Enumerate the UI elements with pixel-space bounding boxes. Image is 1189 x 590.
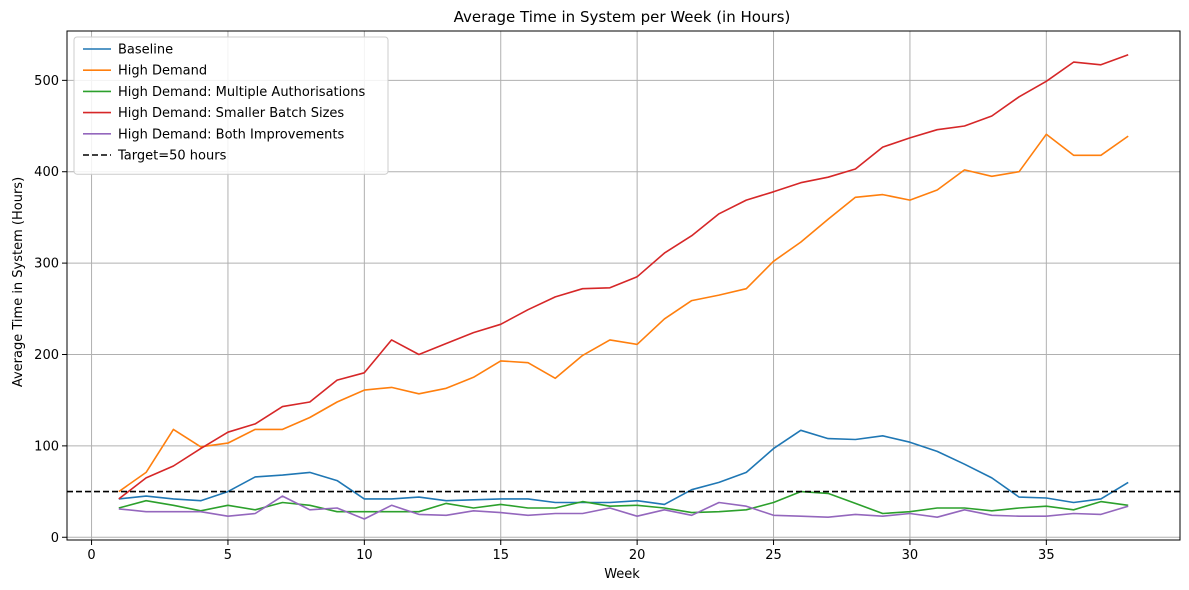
x-tick-label: 25 xyxy=(765,548,782,563)
legend-box xyxy=(73,36,389,175)
y-tick-label: 0 xyxy=(51,531,59,546)
x-tick-label: 5 xyxy=(224,548,232,563)
grid xyxy=(67,31,1180,540)
y-tick-label: 400 xyxy=(34,165,59,180)
legend-label: Baseline xyxy=(118,43,173,58)
y-tick-label: 200 xyxy=(34,348,59,363)
legend-label: Target=50 hours xyxy=(117,149,227,164)
series-line-high-demand xyxy=(118,133,1129,493)
legend-label: High Demand: Both Improvements xyxy=(118,127,344,142)
x-tick-label: 10 xyxy=(356,548,373,563)
legend: Baseline High Demand High Demand: Multiple… xyxy=(73,36,389,175)
series-line-high-demand-both-improvements xyxy=(118,495,1129,520)
y-axis-label: Average Time in System (Hours) xyxy=(11,177,26,387)
legend-label: High Demand xyxy=(118,64,207,79)
x-axis-label: Week xyxy=(604,567,640,582)
y-axis-ticks: 0 100 200 300 400 500 xyxy=(34,74,67,546)
x-tick-label: 35 xyxy=(1038,548,1055,563)
y-tick-label: 300 xyxy=(34,257,59,272)
chart-title: Average Time in System per Week (in Hour… xyxy=(454,8,791,26)
x-tick-label: 30 xyxy=(902,548,919,563)
x-axis-ticks: 0 5 10 15 20 25 30 35 xyxy=(87,540,1055,563)
x-tick-label: 20 xyxy=(629,548,646,563)
legend-label: High Demand: Multiple Authorisations xyxy=(118,85,365,100)
x-tick-label: 0 xyxy=(87,548,95,563)
y-tick-label: 500 xyxy=(34,74,59,89)
series-line-baseline xyxy=(118,429,1129,506)
series-lines xyxy=(118,54,1129,520)
series-line-high-demand-multiple-authorisations xyxy=(118,490,1129,515)
series-line-high-demand-smaller-batch-sizes xyxy=(118,54,1129,500)
x-tick-label: 15 xyxy=(492,548,509,563)
plot-frame xyxy=(66,30,1181,541)
legend-label: High Demand: Smaller Batch Sizes xyxy=(118,106,344,121)
y-tick-label: 100 xyxy=(34,439,59,454)
